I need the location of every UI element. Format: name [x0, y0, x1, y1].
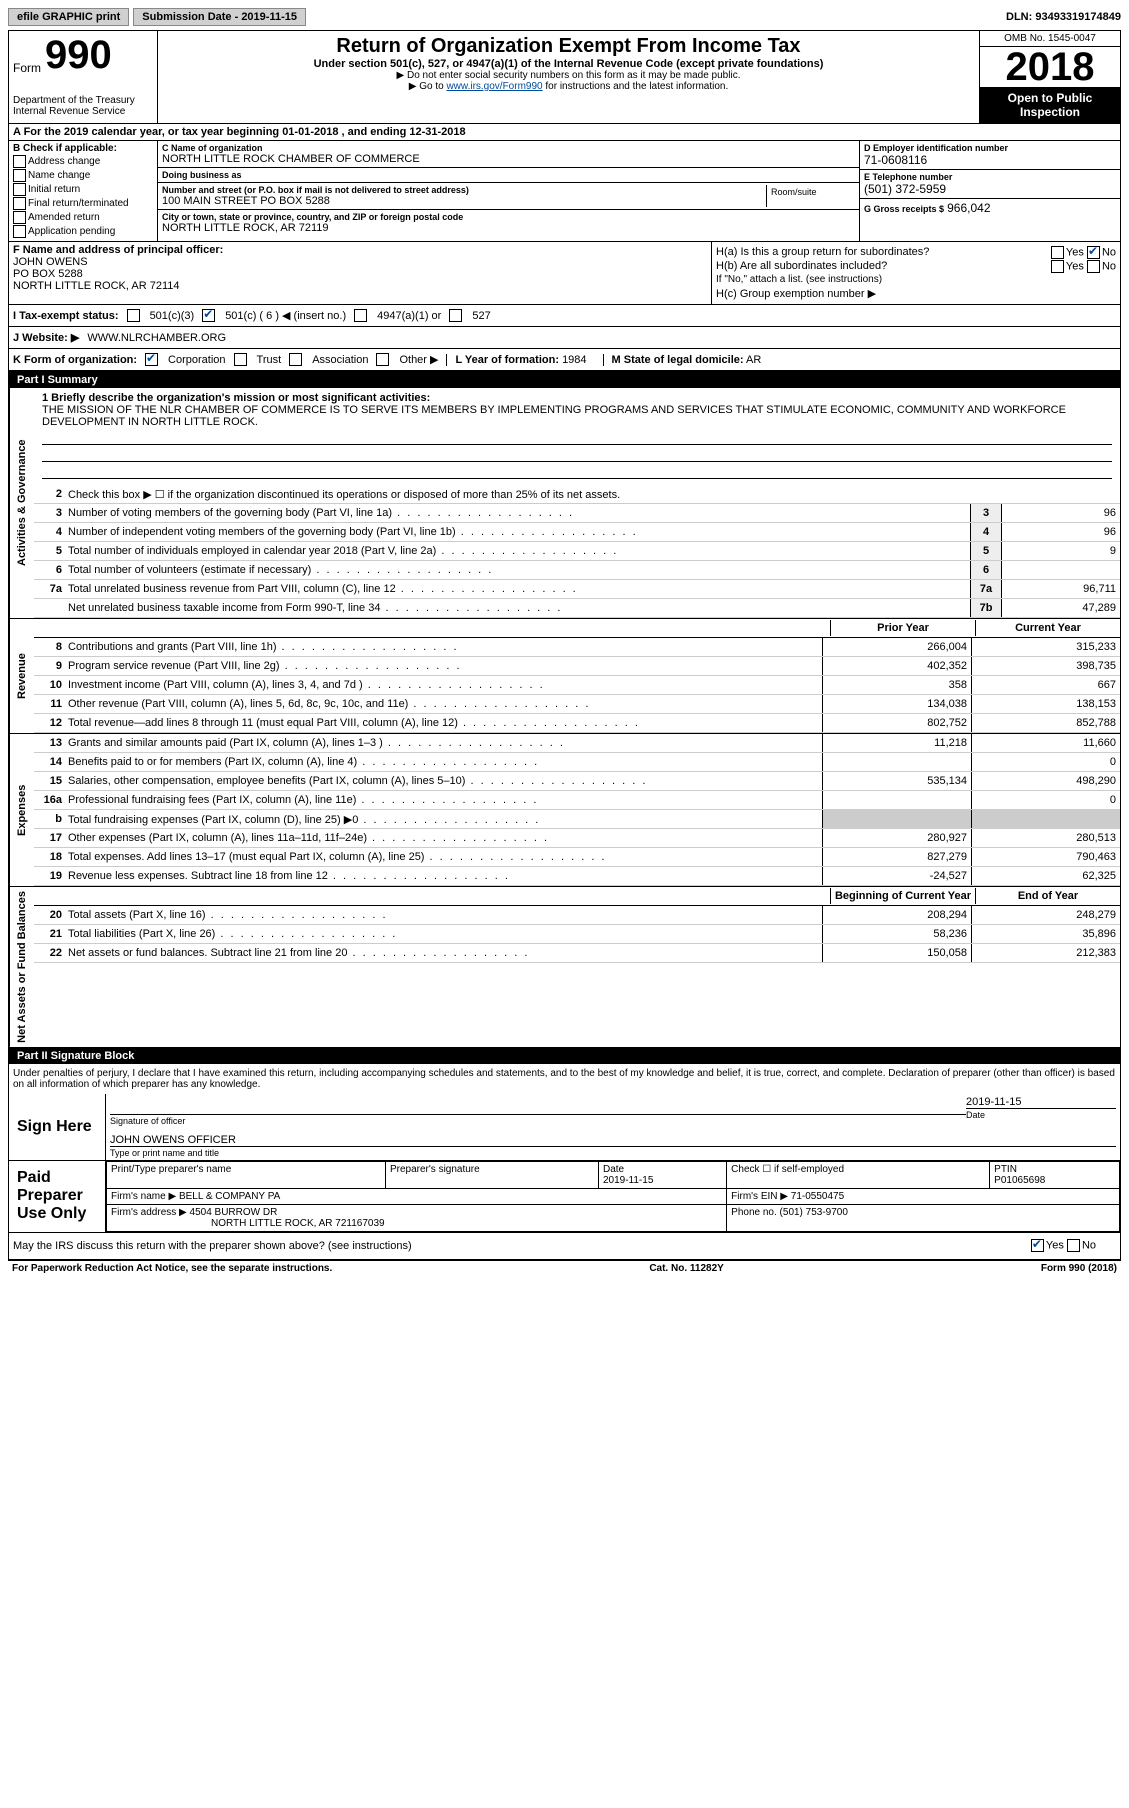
- return-subtitle: Under section 501(c), 527, or 4947(a)(1)…: [162, 58, 975, 70]
- col-end: End of Year: [975, 888, 1120, 904]
- org-city: NORTH LITTLE ROCK, AR 72119: [162, 222, 855, 234]
- mission-text: THE MISSION OF THE NLR CHAMBER OF COMMER…: [42, 404, 1066, 428]
- officer-name: JOHN OWENS OFFICER: [110, 1134, 1116, 1146]
- tax-year: 2018: [980, 47, 1120, 87]
- submission-date: Submission Date - 2019-11-15: [133, 8, 306, 26]
- org-address: 100 MAIN STREET PO BOX 5288: [162, 195, 766, 207]
- row-a-period: A For the 2019 calendar year, or tax yea…: [9, 124, 1120, 141]
- goto-note: ▶ Go to www.irs.gov/Form990 for instruct…: [162, 81, 975, 92]
- return-title: Return of Organization Exempt From Incom…: [162, 35, 975, 58]
- row-i-tax-status: I Tax-exempt status: 501(c)(3) 501(c) ( …: [9, 305, 1120, 327]
- section-b-checkboxes: B Check if applicable: Address change Na…: [9, 141, 158, 241]
- open-public: Open to Public Inspection: [980, 87, 1120, 123]
- website-url[interactable]: WWW.NLRCHAMBER.ORG: [87, 332, 226, 344]
- col-beginning: Beginning of Current Year: [830, 888, 975, 904]
- form-990-label: Form 990: [13, 35, 153, 75]
- ssn-note: ▶ Do not enter social security numbers o…: [162, 70, 975, 81]
- sig-date: 2019-11-15: [966, 1096, 1116, 1108]
- part-i-header: Part I Summary: [9, 372, 1120, 388]
- part-ii-header: Part II Signature Block: [9, 1048, 1120, 1064]
- discuss-question: May the IRS discuss this return with the…: [13, 1239, 1031, 1253]
- side-expenses: Expenses: [9, 734, 34, 886]
- gross-receipts: 966,042: [947, 201, 990, 215]
- dept-treasury: Department of the Treasury Internal Reve…: [13, 95, 153, 117]
- col-prior-year: Prior Year: [830, 620, 975, 636]
- side-revenue: Revenue: [9, 619, 34, 733]
- dln: DLN: 93493319174849: [1006, 11, 1121, 23]
- room-suite: Room/suite: [766, 185, 855, 207]
- row-j-website: J Website: ▶ WWW.NLRCHAMBER.ORG: [9, 327, 1120, 349]
- section-f-officer: F Name and address of principal officer:…: [9, 242, 712, 304]
- penalties-declaration: Under penalties of perjury, I declare th…: [9, 1064, 1120, 1094]
- form-container: Form 990 Department of the Treasury Inte…: [8, 30, 1121, 1261]
- top-bar: efile GRAPHIC print Submission Date - 20…: [8, 8, 1121, 26]
- preparer-table: Print/Type preparer's name Preparer's si…: [106, 1161, 1120, 1232]
- col-current-year: Current Year: [975, 620, 1120, 636]
- sign-here-label: Sign Here: [9, 1094, 106, 1160]
- footer: For Paperwork Reduction Act Notice, see …: [8, 1261, 1121, 1276]
- row-klm: K Form of organization: Corporation Trus…: [9, 349, 1120, 372]
- org-name: NORTH LITTLE ROCK CHAMBER OF COMMERCE: [162, 153, 855, 165]
- mission-label: 1 Briefly describe the organization's mi…: [42, 392, 430, 404]
- efile-button[interactable]: efile GRAPHIC print: [8, 8, 129, 26]
- irs-link[interactable]: www.irs.gov/Form990: [446, 81, 542, 92]
- phone: (501) 372-5959: [864, 182, 1116, 196]
- paid-preparer-label: Paid Preparer Use Only: [9, 1161, 106, 1232]
- side-netassets: Net Assets or Fund Balances: [9, 887, 34, 1047]
- side-activities: Activities & Governance: [9, 388, 34, 618]
- ein: 71-0608116: [864, 153, 1116, 167]
- section-h: H(a) Is this a group return for subordin…: [712, 242, 1120, 304]
